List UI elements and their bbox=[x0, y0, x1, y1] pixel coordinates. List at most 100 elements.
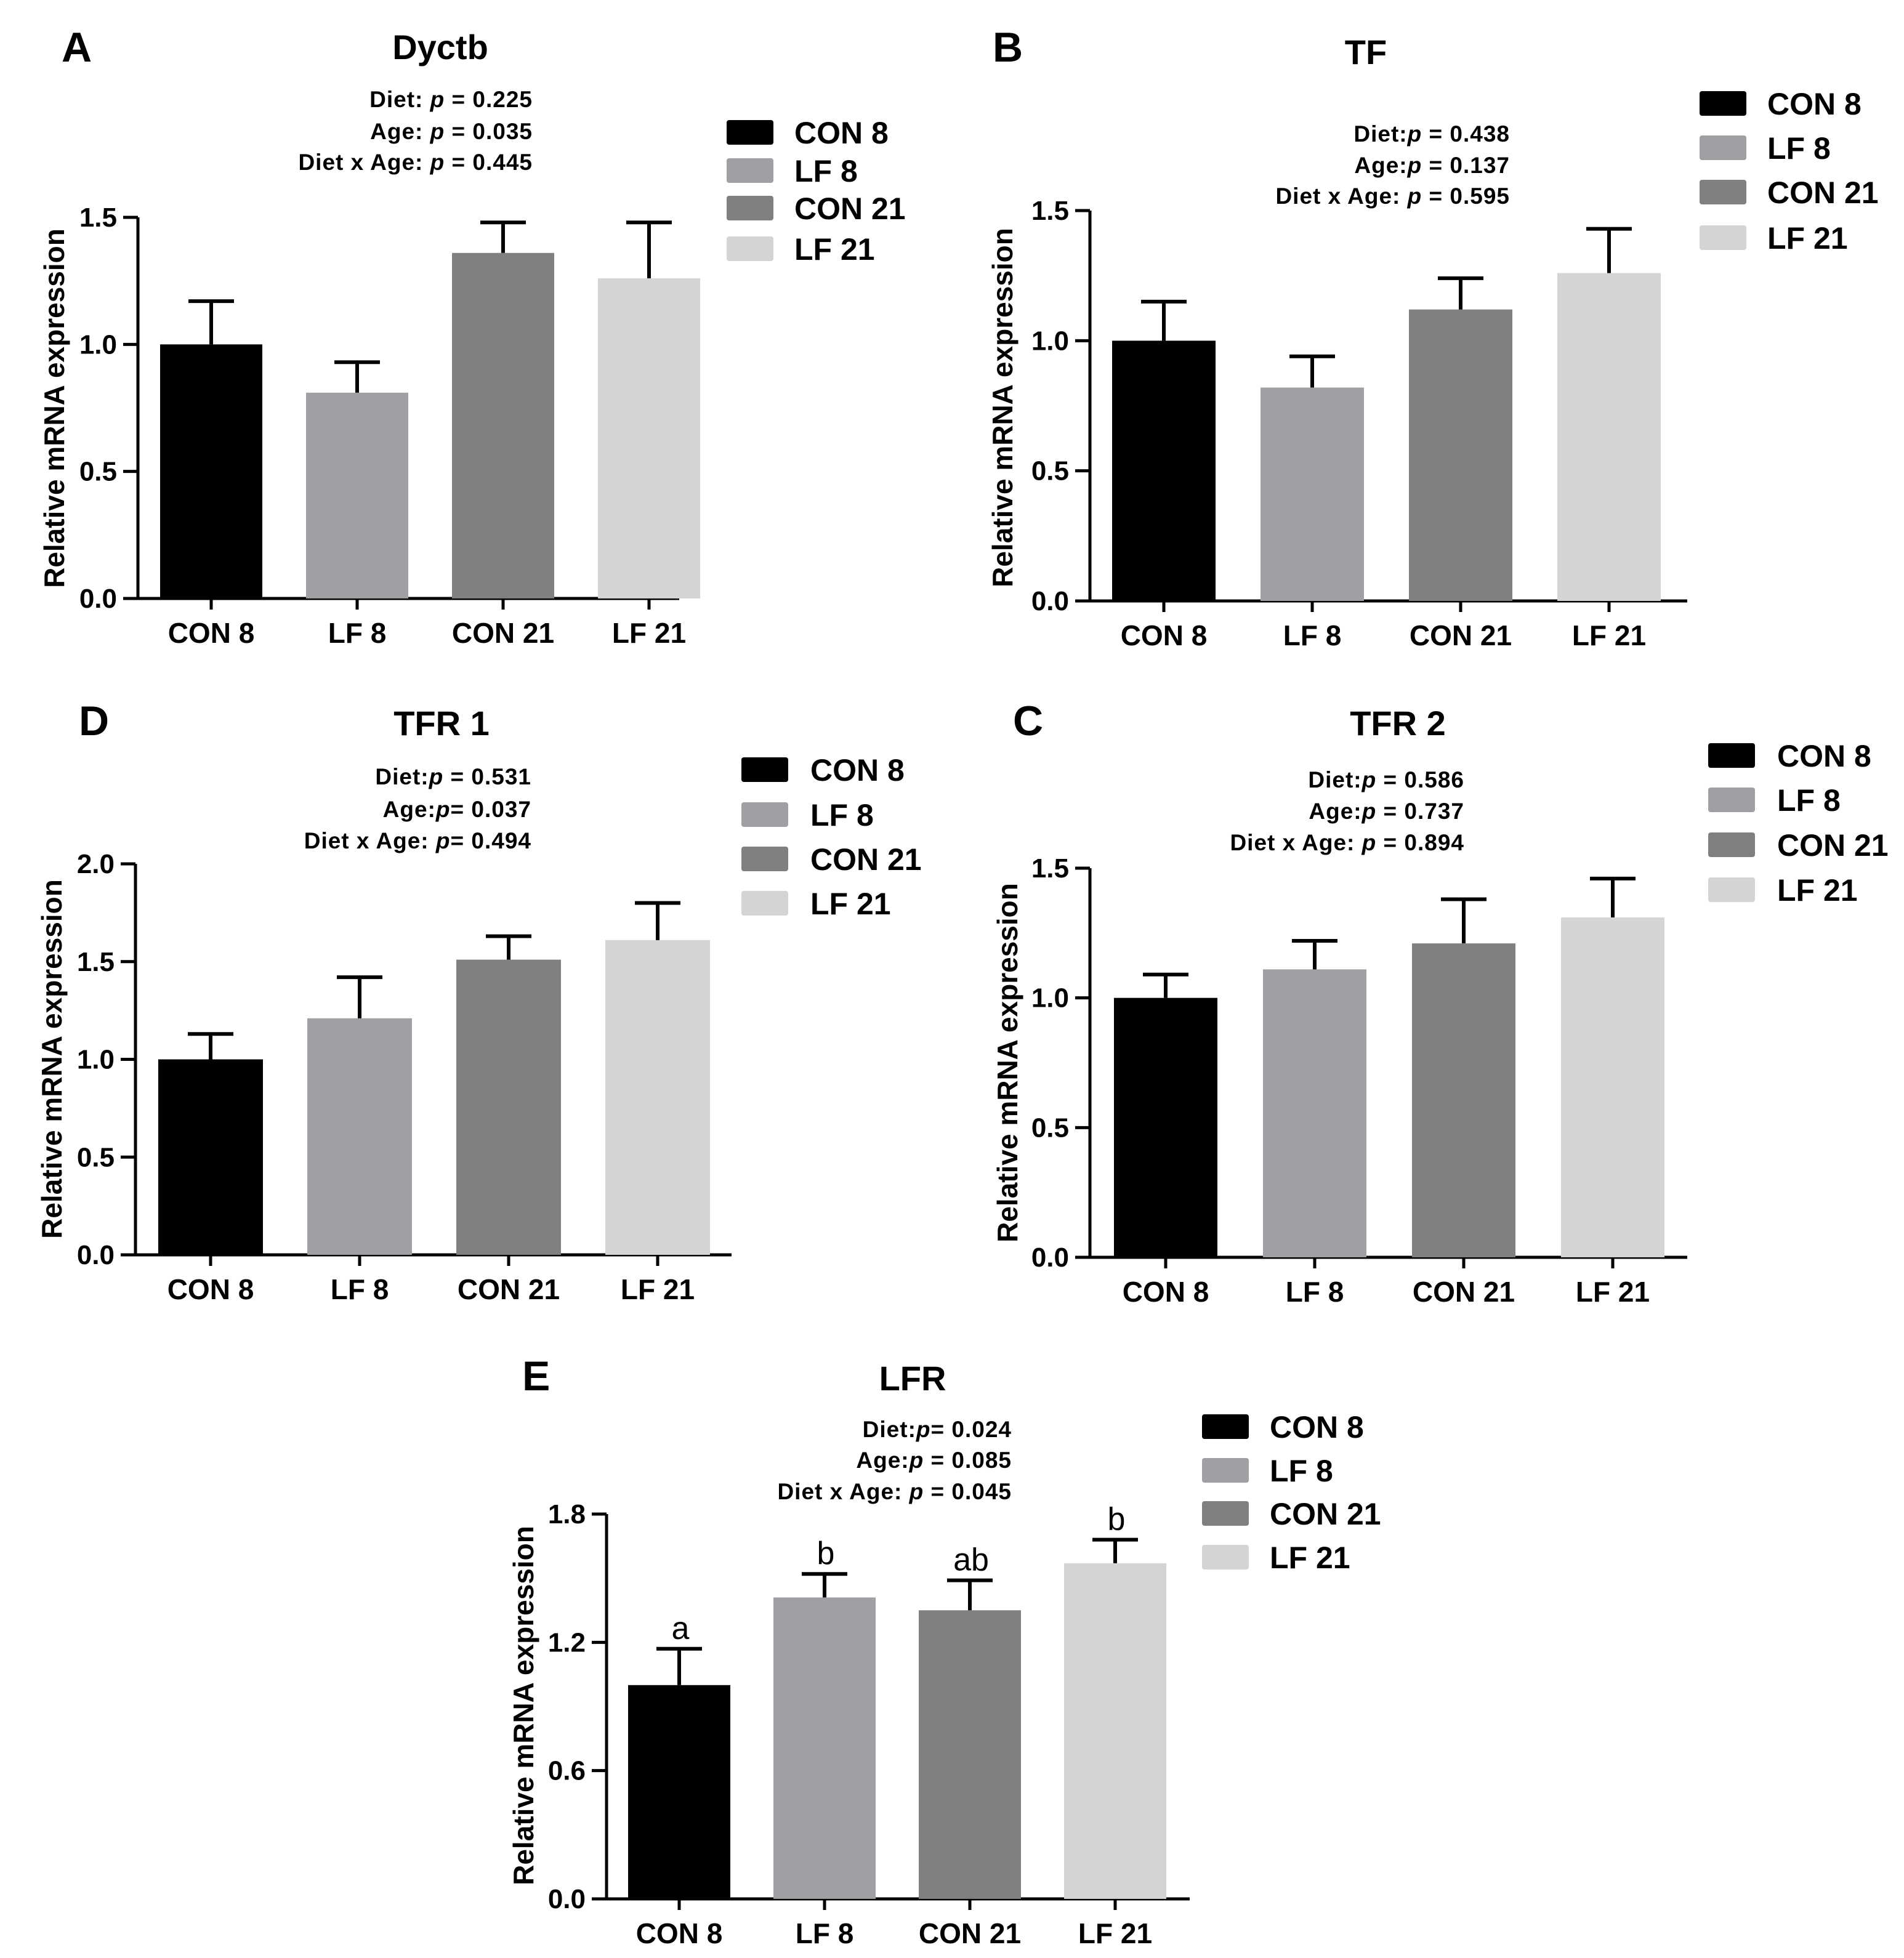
legend-label: CON 8 bbox=[810, 753, 905, 788]
y-tick-label: 2.0 bbox=[77, 849, 115, 879]
bar-lf-21 bbox=[1064, 1563, 1166, 1899]
y-tick-label: 0.0 bbox=[1031, 586, 1069, 616]
stat-line: Diet:p = 0.531 bbox=[375, 764, 531, 789]
x-tick-label: LF 21 bbox=[1576, 1276, 1650, 1308]
bar-con-21 bbox=[919, 1610, 1021, 1899]
x-tick-label: CON 21 bbox=[458, 1273, 560, 1305]
panel-letter: A bbox=[62, 24, 92, 71]
bar-lf-8 bbox=[1263, 969, 1366, 1257]
chart-title: Dyctb bbox=[392, 28, 488, 66]
stat-line: Age: p = 0.035 bbox=[370, 119, 533, 144]
x-tick-label: LF 8 bbox=[328, 617, 387, 649]
bar-lf-21 bbox=[605, 940, 710, 1255]
legend-label: LF 21 bbox=[1270, 1541, 1350, 1575]
stat-line: Diet:p= 0.024 bbox=[863, 1417, 1012, 1442]
x-tick-label: LF 8 bbox=[796, 1917, 854, 1949]
bar-con-21 bbox=[452, 252, 554, 599]
legend-swatch bbox=[727, 236, 773, 261]
y-tick-label: 1.0 bbox=[1031, 326, 1069, 356]
y-tick-label: 0.0 bbox=[548, 1884, 586, 1914]
bar-lf-21 bbox=[598, 278, 700, 598]
y-tick-label: 1.5 bbox=[1031, 853, 1069, 884]
panel-letter: C bbox=[1013, 698, 1043, 744]
x-tick-label: LF 21 bbox=[1078, 1917, 1152, 1949]
y-axis-label: Relative mRNA expression bbox=[507, 1526, 539, 1885]
legend-label: CON 21 bbox=[1777, 828, 1889, 863]
panel-e: E LFR Diet:p= 0.024 Age:p = 0.085 Diet x Age… bbox=[507, 1353, 1381, 1949]
legend-label: CON 21 bbox=[810, 842, 922, 877]
x-tick-label: CON 8 bbox=[636, 1917, 723, 1949]
bar-con-8 bbox=[1112, 340, 1216, 601]
legend-label: CON 21 bbox=[1270, 1497, 1381, 1531]
legend-label: LF 8 bbox=[1270, 1454, 1333, 1488]
significance-label: ab bbox=[953, 1542, 989, 1578]
panel-letter: B bbox=[993, 24, 1023, 71]
legend-swatch bbox=[1202, 1458, 1249, 1483]
y-tick-label: 0.5 bbox=[1031, 1113, 1069, 1143]
significance-label: a bbox=[672, 1611, 690, 1646]
bar-lf-8 bbox=[1261, 387, 1364, 601]
bar-lf-8 bbox=[773, 1597, 876, 1899]
x-tick-label: CON 8 bbox=[1123, 1276, 1209, 1308]
x-tick-label: CON 21 bbox=[1410, 619, 1512, 651]
chart-title: TFR 1 bbox=[393, 704, 490, 743]
y-tick-label: 1.5 bbox=[79, 203, 117, 233]
bar-lf-21 bbox=[1557, 273, 1661, 601]
bar-con-8 bbox=[160, 344, 262, 598]
legend-label: LF 8 bbox=[794, 154, 858, 188]
x-tick-label: CON 8 bbox=[168, 617, 255, 649]
legend-swatch bbox=[1700, 180, 1746, 204]
y-axis-label: Relative mRNA expression bbox=[36, 879, 68, 1239]
bar-lf-8 bbox=[306, 392, 408, 598]
legend-swatch bbox=[741, 757, 788, 782]
chart-title: TF bbox=[1345, 33, 1387, 71]
stat-line: Diet: p = 0.225 bbox=[369, 87, 533, 112]
y-tick-label: 0.6 bbox=[548, 1756, 586, 1786]
x-tick-label: CON 8 bbox=[167, 1273, 254, 1305]
y-tick-label: 1.5 bbox=[1031, 196, 1069, 226]
legend-label: CON 8 bbox=[1270, 1410, 1364, 1444]
legend-swatch bbox=[1202, 1545, 1249, 1569]
y-tick-label: 1.2 bbox=[548, 1627, 586, 1658]
legend-swatch bbox=[1700, 225, 1746, 250]
y-tick-label: 1.0 bbox=[77, 1045, 115, 1075]
legend-label: LF 21 bbox=[794, 232, 875, 267]
y-tick-label: 0.0 bbox=[77, 1240, 115, 1270]
y-axis-label: Relative mRNA expression bbox=[991, 883, 1023, 1243]
legend-label: CON 21 bbox=[1767, 175, 1879, 210]
legend-swatch bbox=[1708, 788, 1755, 812]
x-tick-label: LF 8 bbox=[331, 1273, 389, 1305]
legend-label: CON 8 bbox=[794, 116, 889, 150]
legend-swatch bbox=[741, 847, 788, 871]
bar-con-8 bbox=[158, 1059, 263, 1255]
y-axis-label: Relative mRNA expression bbox=[38, 228, 70, 588]
y-tick-label: 0.0 bbox=[1031, 1243, 1069, 1273]
y-tick-label: 0.0 bbox=[79, 584, 117, 614]
y-tick-label: 0.5 bbox=[1031, 456, 1069, 486]
legend-swatch bbox=[741, 802, 788, 827]
panel-b: B TF Diet:p = 0.438 Age:p = 0.137 Diet x Age… bbox=[986, 24, 1879, 651]
stat-line: Age:p = 0.137 bbox=[1354, 153, 1510, 178]
legend-label: LF 8 bbox=[1767, 131, 1831, 166]
legend-swatch bbox=[1202, 1414, 1249, 1439]
legend-label: LF 21 bbox=[810, 887, 891, 921]
legend-label: LF 8 bbox=[810, 798, 874, 832]
significance-label: b bbox=[817, 1536, 835, 1571]
x-tick-label: LF 8 bbox=[1286, 1276, 1344, 1308]
chart-title: TFR 2 bbox=[1350, 704, 1446, 743]
legend-label: LF 21 bbox=[1767, 221, 1848, 256]
significance-label: b bbox=[1108, 1502, 1126, 1537]
stat-line: Diet x Age: p = 0.894 bbox=[1230, 830, 1464, 855]
legend-swatch bbox=[1708, 877, 1755, 902]
stat-line: Diet x Age: p = 0.595 bbox=[1275, 183, 1510, 209]
bar-lf-8 bbox=[307, 1018, 412, 1255]
panel-a: A Dyctb Diet: p = 0.225 Age: p = 0.035 Diet … bbox=[38, 24, 906, 649]
legend-swatch bbox=[1700, 91, 1746, 116]
stat-line: Age:p = 0.737 bbox=[1309, 799, 1464, 824]
legend-swatch bbox=[1708, 832, 1755, 857]
bar-con-21 bbox=[456, 959, 561, 1255]
stat-line: Age:p= 0.037 bbox=[383, 797, 531, 822]
x-tick-label: CON 21 bbox=[919, 1917, 1021, 1949]
y-tick-label: 1.0 bbox=[1031, 983, 1069, 1013]
legend-label: LF 21 bbox=[1777, 873, 1858, 908]
